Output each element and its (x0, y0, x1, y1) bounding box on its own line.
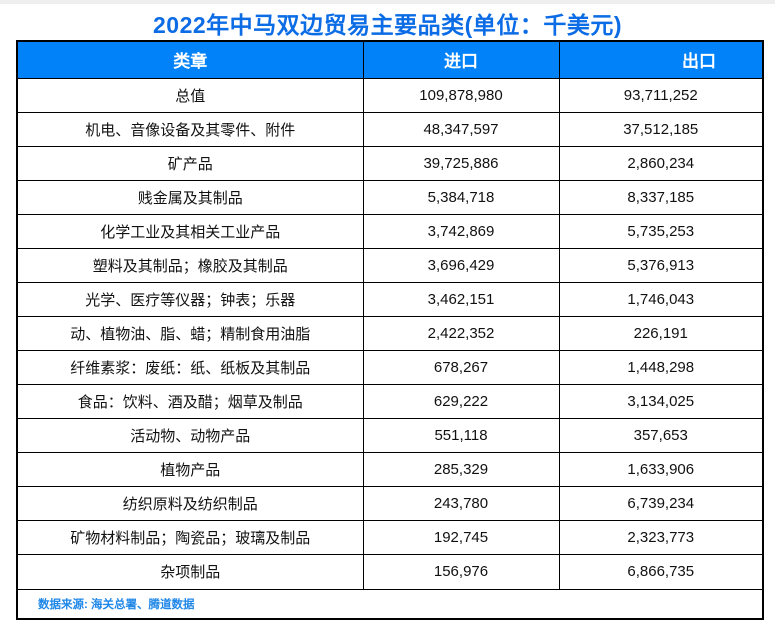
export-cell: 8,337,185 (558, 179, 764, 215)
import-cell: 3,742,869 (362, 213, 560, 249)
category-cell: 杂项制品 (16, 554, 364, 590)
import-cell: 39,725,886 (362, 145, 560, 181)
table-row: 矿产品 39,725,886 2,860,234 (16, 145, 764, 181)
trade-table: 类章 进口 出口 总值 109,878,980 93,711,252 机电、音像… (16, 40, 764, 620)
import-cell: 109,878,980 (362, 77, 560, 113)
table-row: 食品：饮料、酒及醋；烟草及制品 629,222 3,134,025 (16, 384, 764, 420)
export-cell: 226,191 (558, 315, 764, 352)
top-strip (0, 0, 775, 4)
import-cell: 243,780 (362, 486, 560, 522)
table-footer: 数据来源: 海关总署、腾道数据 (16, 588, 764, 620)
import-cell: 3,696,429 (362, 247, 560, 283)
category-cell: 塑料及其制品；橡胶及其制品 (16, 247, 364, 283)
table-row: 纺织原料及纺织制品 243,780 6,739,234 (16, 486, 764, 522)
col-header-export: 出口 (558, 40, 764, 79)
import-cell: 285,329 (362, 452, 560, 488)
export-cell: 5,735,253 (558, 213, 764, 249)
table-header: 类章 进口 出口 (16, 40, 764, 79)
table-row: 动、植物油、脂、蜡；精制食用油脂 2,422,352 226,191 (16, 315, 764, 352)
import-cell: 156,976 (362, 554, 560, 590)
table-row: 贱金属及其制品 5,384,718 8,337,185 (16, 179, 764, 215)
source-row: 数据来源: 海关总署、腾道数据 (16, 588, 764, 620)
export-cell: 1,633,906 (558, 452, 764, 488)
table-row: 光学、医疗等仪器；钟表；乐器 3,462,151 1,746,043 (16, 281, 764, 317)
export-cell: 2,860,234 (558, 145, 764, 181)
export-cell: 6,739,234 (558, 486, 764, 522)
col-header-import: 进口 (362, 40, 560, 79)
table-row: 化学工业及其相关工业产品 3,742,869 5,735,253 (16, 213, 764, 249)
table-body: 总值 109,878,980 93,711,252 机电、音像设备及其零件、附件… (16, 77, 764, 590)
page-title: 2022年中马双边贸易主要品类(单位：千美元) (153, 12, 622, 38)
import-cell: 5,384,718 (362, 179, 560, 215)
category-cell: 纺织原料及纺织制品 (16, 486, 364, 522)
col-header-category: 类章 (16, 40, 364, 79)
category-cell: 光学、医疗等仪器；钟表；乐器 (16, 281, 364, 317)
category-cell: 矿产品 (16, 145, 364, 181)
export-cell: 37,512,185 (558, 111, 764, 147)
category-cell: 食品：饮料、酒及醋；烟草及制品 (16, 384, 364, 420)
table-row: 塑料及其制品；橡胶及其制品 3,696,429 5,376,913 (16, 247, 764, 283)
table-row: 总值 109,878,980 93,711,252 (16, 77, 764, 113)
import-cell: 3,462,151 (362, 281, 560, 317)
import-cell: 678,267 (362, 349, 560, 386)
table-row: 杂项制品 156,976 6,866,735 (16, 554, 764, 590)
export-cell: 2,323,773 (558, 520, 764, 556)
import-cell: 192,745 (362, 520, 560, 556)
export-cell: 3,134,025 (558, 384, 764, 420)
import-cell: 2,422,352 (362, 315, 560, 352)
table-row: 纤维素浆：废纸：纸、纸板及其制品 678,267 1,448,298 (16, 349, 764, 386)
header-row: 类章 进口 出口 (16, 40, 764, 79)
import-cell: 629,222 (362, 384, 560, 420)
category-cell: 机电、音像设备及其零件、附件 (16, 111, 364, 147)
table-row: 机电、音像设备及其零件、附件 48,347,597 37,512,185 (16, 111, 764, 147)
data-source-note: 数据来源: 海关总署、腾道数据 (16, 588, 764, 620)
import-cell: 551,118 (362, 418, 560, 454)
export-cell: 1,746,043 (558, 281, 764, 317)
import-cell: 48,347,597 (362, 111, 560, 147)
table-row: 活动物、动物产品 551,118 357,653 (16, 418, 764, 454)
category-cell: 纤维素浆：废纸：纸、纸板及其制品 (16, 349, 364, 386)
category-cell: 植物产品 (16, 452, 364, 488)
category-cell: 矿物材料制品；陶瓷品；玻璃及制品 (16, 520, 364, 556)
category-cell: 动、植物油、脂、蜡；精制食用油脂 (16, 315, 364, 352)
table-row: 植物产品 285,329 1,633,906 (16, 452, 764, 488)
export-cell: 6,866,735 (558, 554, 764, 590)
export-cell: 5,376,913 (558, 247, 764, 283)
table-row: 矿物材料制品；陶瓷品；玻璃及制品 192,745 2,323,773 (16, 520, 764, 556)
category-cell: 贱金属及其制品 (16, 179, 364, 215)
category-cell: 化学工业及其相关工业产品 (16, 213, 364, 249)
category-cell: 总值 (16, 77, 364, 113)
category-cell: 活动物、动物产品 (16, 418, 364, 454)
export-cell: 93,711,252 (558, 77, 764, 113)
export-cell: 357,653 (558, 418, 764, 454)
export-cell: 1,448,298 (558, 349, 764, 386)
